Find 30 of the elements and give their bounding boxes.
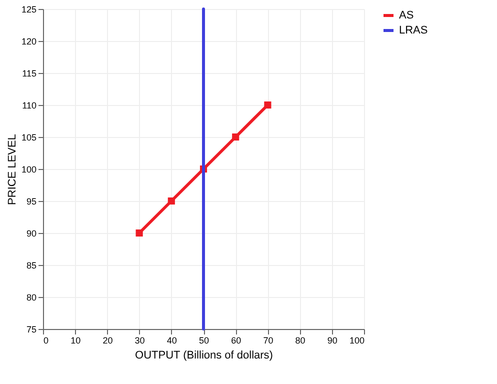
x-tick-label: 30 [134,336,145,346]
point [168,197,175,205]
y-axis-title: PRICE LEVEL [6,134,18,205]
legend-label: AS [399,10,414,22]
y-tick-label: 115 [22,68,36,78]
x-tick-label: 20 [102,336,113,346]
x-tick-label: 10 [70,336,81,346]
y-tick-label: 125 [21,4,36,14]
y-tick-label: 95 [26,196,36,206]
y-tick-label: 90 [26,228,36,238]
x-tick-label: 0 [44,336,49,346]
point [136,229,143,237]
y-tick-label: 80 [26,292,36,302]
y-tick-label: 100 [21,164,36,174]
point [232,133,240,141]
x-tick-label: 80 [295,336,306,346]
y-tick-label: 120 [21,36,36,46]
point [264,101,272,109]
x-tick-label: 50 [198,336,210,346]
y-tick-label: 85 [26,260,36,270]
y-tick-label: 110 [22,100,36,110]
x-tick-label: 90 [327,336,338,346]
x-tick-label: 60 [231,336,242,346]
x-axis-title: OUTPUT (Billions of dollars) [135,350,273,362]
x-tick-label: 70 [263,336,274,346]
x-tick-label: 40 [166,336,177,346]
y-tick-label: 105 [21,132,36,142]
x-tick-label: 100 [349,336,364,346]
y-tick-label: 75 [26,324,36,334]
legend-label: LRAS [399,24,428,36]
